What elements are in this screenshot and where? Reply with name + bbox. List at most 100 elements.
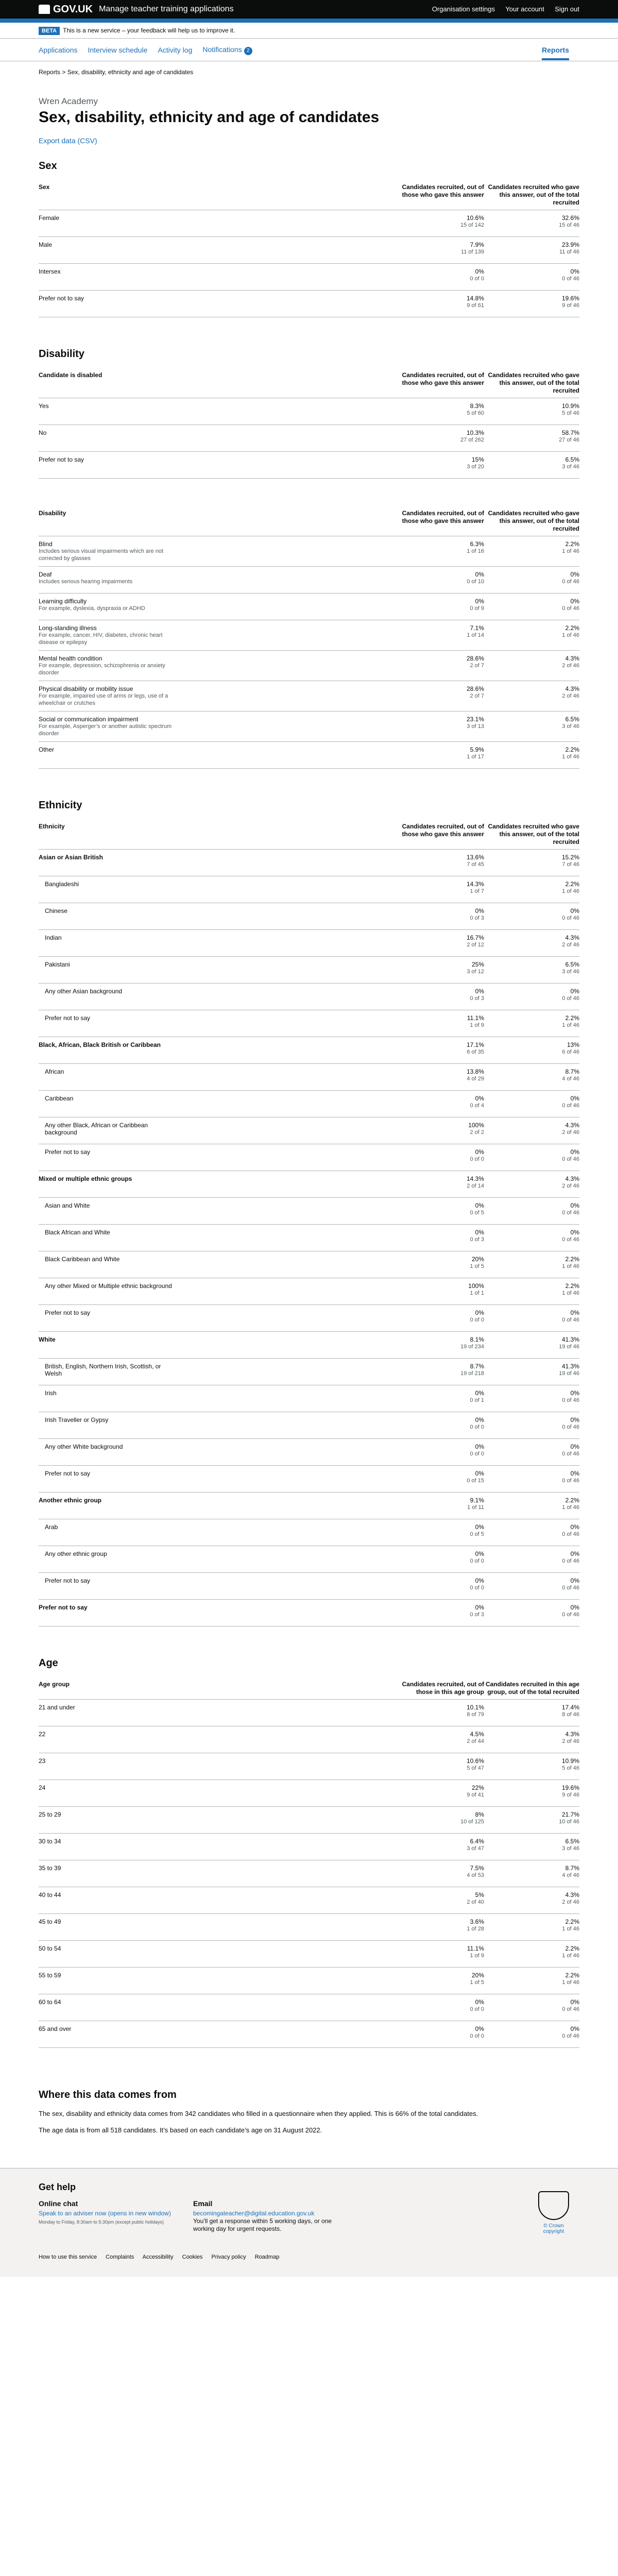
table-row: 30 to 34 6.4% 3 of 47 6.5% 3 of 46 xyxy=(39,1833,579,1860)
percentage: 0% xyxy=(475,1550,484,1557)
count: 0 of 46 xyxy=(562,1612,579,1618)
value-cell: 16.7% 2 of 12 xyxy=(389,929,484,957)
percentage: 8.7% xyxy=(470,1363,484,1370)
export-csv-link[interactable]: Export data (CSV) xyxy=(39,137,97,145)
row-label-cell: Asian and White xyxy=(39,1197,173,1225)
row-label-cell: Prefer not to say xyxy=(39,451,173,479)
crown-icon xyxy=(39,5,50,14)
section-heading: Ethnicity xyxy=(39,800,82,811)
spacer-cell xyxy=(173,1251,389,1278)
percentage: 10.9% xyxy=(561,1757,579,1765)
row-label-cell: White xyxy=(39,1331,173,1359)
count: 0 of 3 xyxy=(470,915,484,921)
organisation-settings-link[interactable]: Organisation settings xyxy=(432,5,495,13)
footer-link-accessibility[interactable]: Accessibility xyxy=(142,2254,174,2260)
sign-out-link[interactable]: Sign out xyxy=(555,5,579,13)
table-row: 55 to 59 20% 1 of 5 2.2% 1 of 46 xyxy=(39,1967,579,1994)
spacer-cell xyxy=(173,398,389,425)
nav-reports[interactable]: Reports xyxy=(542,40,569,60)
spacer-cell xyxy=(173,1010,389,1037)
value-cell: 19.6% 9 of 46 xyxy=(484,290,579,317)
percentage: 6.5% xyxy=(565,456,579,463)
percentage: 25% xyxy=(471,961,484,968)
value-cell: 2.2% 1 of 46 xyxy=(484,1010,579,1037)
percentage: 4.3% xyxy=(565,1891,579,1899)
footer-link-privacy[interactable]: Privacy policy xyxy=(211,2254,246,2260)
percentage: 0% xyxy=(475,1416,484,1423)
value-cell: 8% 10 of 125 xyxy=(389,1806,484,1834)
value-cell: 10.6% 15 of 142 xyxy=(389,210,484,237)
report-table: Candidate is disabled Candidates recruite… xyxy=(39,371,579,479)
value-cell: 5% 2 of 40 xyxy=(389,1887,484,1914)
global-header: GOV.UK Manage teacher training applicati… xyxy=(0,0,618,23)
email-link[interactable]: becomingateacher@digital.education.gov.u… xyxy=(193,2210,315,2217)
count: 2 of 2 xyxy=(470,1129,484,1136)
row-label: Mixed or multiple ethnic groups xyxy=(39,1175,132,1182)
value-cell: 0% 0 of 46 xyxy=(484,1197,579,1225)
section-heading: Sex xyxy=(39,160,57,172)
breadcrumb[interactable]: Reports > Sex, disability, ethnicity and… xyxy=(39,69,194,76)
count: 1 of 16 xyxy=(467,548,484,554)
percentage: 2.2% xyxy=(565,1972,579,1979)
column-header xyxy=(173,823,389,850)
row-label-cell: 60 to 64 xyxy=(39,1994,173,2021)
row-hint: For example, Asperger’s or another autis… xyxy=(39,723,172,737)
value-cell: 19.6% 9 of 46 xyxy=(484,1780,579,1807)
row-label: Blind xyxy=(39,540,53,548)
value-cell: 0% 0 of 46 xyxy=(484,1385,579,1412)
value-cell: 0% 0 of 3 xyxy=(389,1599,484,1626)
percentage: 4.3% xyxy=(565,1175,579,1182)
nav-notifications[interactable]: Notifications 2 xyxy=(202,45,252,55)
percentage: 0% xyxy=(570,1604,579,1611)
value-cell: 23.9% 11 of 46 xyxy=(484,236,579,264)
spacer-cell xyxy=(173,876,389,903)
table-row: Prefer not to say 15% 3 of 20 6.5% 3 of 46 xyxy=(39,451,579,479)
row-label: Other xyxy=(39,746,55,753)
spacer-cell xyxy=(173,1144,389,1171)
count: 19 of 234 xyxy=(460,1344,484,1350)
count: 0 of 0 xyxy=(470,1585,484,1591)
count: 15 of 142 xyxy=(460,222,484,228)
row-label: Prefer not to say xyxy=(39,295,84,302)
govuk-logo[interactable]: GOV.UK xyxy=(53,3,93,15)
table-row: Mental health condition For example, depr… xyxy=(39,650,579,681)
value-cell: 0% 0 of 0 xyxy=(389,1572,484,1600)
row-label: Any other Asian background xyxy=(45,988,123,995)
value-cell: 32.6% 15 of 46 xyxy=(484,210,579,237)
value-cell: 8.1% 19 of 234 xyxy=(389,1331,484,1359)
table-row: Social or communication impairment For ex… xyxy=(39,711,579,742)
percentage: 7.5% xyxy=(470,1865,484,1872)
percentage: 0% xyxy=(570,1095,579,1102)
row-label-cell: Mixed or multiple ethnic groups xyxy=(39,1171,173,1198)
value-cell: 0% 0 of 0 xyxy=(389,1438,484,1466)
your-account-link[interactable]: Your account xyxy=(505,5,544,13)
nav-applications[interactable]: Applications xyxy=(39,46,78,54)
count: 1 of 46 xyxy=(562,632,579,638)
count: 1 of 46 xyxy=(562,1290,579,1296)
spacer-cell xyxy=(173,741,389,769)
count: 2 of 46 xyxy=(562,663,579,669)
row-label: Any other ethnic group xyxy=(45,1550,107,1557)
footer-link-roadmap[interactable]: Roadmap xyxy=(254,2254,280,2260)
count: 0 of 0 xyxy=(470,1424,484,1430)
count: 1 of 46 xyxy=(562,1263,579,1269)
service-name[interactable]: Manage teacher training applications xyxy=(99,5,234,13)
count: 1 of 14 xyxy=(467,632,484,638)
spacer-cell xyxy=(173,1913,389,1941)
crown-copyright-link[interactable]: © Crown copyright xyxy=(543,2223,564,2234)
footer-link-complaints[interactable]: Complaints xyxy=(106,2254,134,2260)
value-cell: 0% 0 of 0 xyxy=(389,1304,484,1332)
column-header xyxy=(173,510,389,536)
spacer-cell xyxy=(173,983,389,1010)
email-title: Email xyxy=(193,2199,213,2208)
column-header: Candidates recruited who gave this answe… xyxy=(484,371,579,398)
count: 0 of 10 xyxy=(467,579,484,585)
row-label: 35 to 39 xyxy=(39,1865,61,1872)
nav-activity-log[interactable]: Activity log xyxy=(158,46,193,54)
column-header xyxy=(173,371,389,398)
value-cell: 0% 0 of 1 xyxy=(389,1385,484,1412)
nav-interview-schedule[interactable]: Interview schedule xyxy=(88,46,148,54)
footer-link-cookies[interactable]: Cookies xyxy=(182,2254,203,2260)
footer-link-how-to-use[interactable]: How to use this service xyxy=(39,2254,97,2260)
online-chat-link[interactable]: Speak to an adviser now (opens in new wi… xyxy=(39,2210,171,2217)
